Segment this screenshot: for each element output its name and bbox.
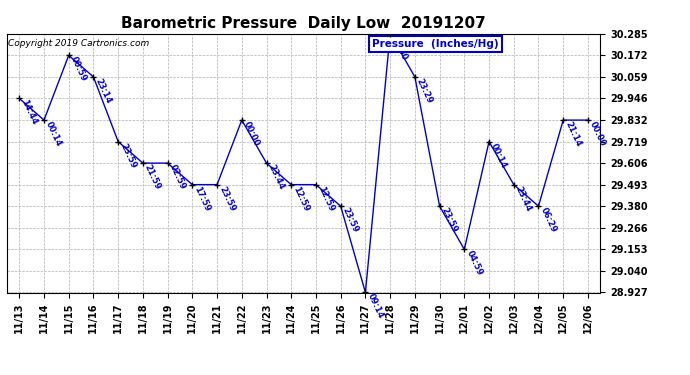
- Text: 00:59: 00:59: [69, 56, 88, 83]
- Text: 06:29: 06:29: [538, 206, 558, 234]
- Text: 00:14: 00:14: [44, 120, 63, 148]
- Text: 12:59: 12:59: [291, 184, 310, 213]
- Text: 23:29: 23:29: [415, 77, 434, 105]
- Text: 23:59: 23:59: [118, 142, 137, 170]
- Text: 00:14: 00:14: [489, 142, 509, 170]
- Text: 14:44: 14:44: [19, 98, 39, 126]
- Text: 02:59: 02:59: [168, 163, 187, 191]
- Text: Copyright 2019 Cartronics.com: Copyright 2019 Cartronics.com: [8, 39, 149, 48]
- Text: 23:14: 23:14: [93, 77, 113, 105]
- Text: 12:59: 12:59: [316, 184, 335, 213]
- Text: 23:59: 23:59: [341, 206, 360, 234]
- Text: 00:00: 00:00: [241, 120, 261, 148]
- Text: 09:14: 09:14: [366, 292, 385, 320]
- Text: 21:59: 21:59: [143, 163, 162, 191]
- Text: 23:44: 23:44: [514, 184, 533, 213]
- Text: 17:59: 17:59: [193, 184, 212, 213]
- Text: 00:00: 00:00: [588, 120, 607, 148]
- Text: 21:14: 21:14: [563, 120, 583, 148]
- Title: Barometric Pressure  Daily Low  20191207: Barometric Pressure Daily Low 20191207: [121, 16, 486, 31]
- Text: Pressure  (Inches/Hg): Pressure (Inches/Hg): [372, 39, 498, 49]
- Text: 23:44: 23:44: [266, 163, 286, 191]
- Text: 23:59: 23:59: [217, 184, 237, 213]
- Text: 04:59: 04:59: [464, 249, 484, 277]
- Text: 23:59: 23:59: [440, 206, 459, 234]
- Text: 00:00: 00:00: [390, 34, 409, 62]
